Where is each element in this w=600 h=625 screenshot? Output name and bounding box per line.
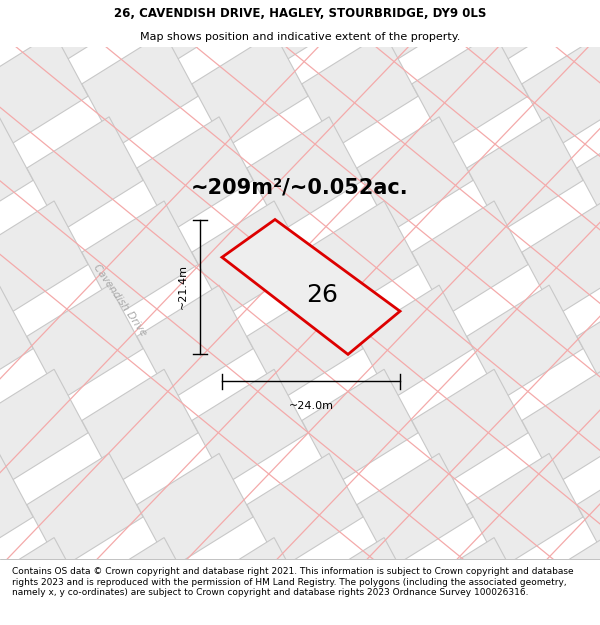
- Text: 26, CAVENDISH DRIVE, HAGLEY, STOURBRIDGE, DY9 0LS: 26, CAVENDISH DRIVE, HAGLEY, STOURBRIDGE…: [114, 7, 486, 19]
- Polygon shape: [0, 32, 88, 148]
- Polygon shape: [577, 117, 600, 232]
- Polygon shape: [27, 285, 143, 400]
- Polygon shape: [137, 117, 253, 232]
- Polygon shape: [577, 453, 600, 568]
- Polygon shape: [467, 285, 583, 400]
- Text: ~24.0m: ~24.0m: [289, 401, 334, 411]
- Text: Map shows position and indicative extent of the property.: Map shows position and indicative extent…: [140, 31, 460, 41]
- Polygon shape: [302, 538, 418, 625]
- Polygon shape: [467, 453, 583, 568]
- Polygon shape: [412, 201, 528, 316]
- Text: ~21.4m: ~21.4m: [178, 264, 188, 309]
- Polygon shape: [247, 622, 363, 625]
- Polygon shape: [27, 453, 143, 568]
- Polygon shape: [222, 219, 400, 354]
- Polygon shape: [247, 117, 363, 232]
- Polygon shape: [0, 369, 88, 484]
- Polygon shape: [27, 117, 143, 232]
- Polygon shape: [82, 201, 198, 316]
- Polygon shape: [467, 0, 583, 63]
- Polygon shape: [27, 0, 143, 63]
- Polygon shape: [0, 117, 33, 232]
- Polygon shape: [467, 622, 583, 625]
- Polygon shape: [577, 285, 600, 400]
- Text: ~209m²/~0.052ac.: ~209m²/~0.052ac.: [191, 177, 409, 197]
- Text: 26: 26: [306, 283, 338, 307]
- Polygon shape: [192, 201, 308, 316]
- Text: Contains OS data © Crown copyright and database right 2021. This information is : Contains OS data © Crown copyright and d…: [12, 568, 574, 597]
- Polygon shape: [192, 538, 308, 625]
- Polygon shape: [357, 0, 473, 63]
- Polygon shape: [82, 538, 198, 625]
- Polygon shape: [357, 117, 473, 232]
- Polygon shape: [357, 285, 473, 400]
- Polygon shape: [192, 32, 308, 148]
- Polygon shape: [0, 201, 88, 316]
- Polygon shape: [82, 369, 198, 484]
- Polygon shape: [467, 117, 583, 232]
- Polygon shape: [412, 32, 528, 148]
- Polygon shape: [0, 538, 88, 625]
- Polygon shape: [302, 32, 418, 148]
- Polygon shape: [302, 369, 418, 484]
- Polygon shape: [0, 285, 33, 400]
- Polygon shape: [82, 32, 198, 148]
- Polygon shape: [192, 369, 308, 484]
- Polygon shape: [137, 285, 253, 400]
- Polygon shape: [0, 622, 33, 625]
- Polygon shape: [27, 622, 143, 625]
- Polygon shape: [522, 538, 600, 625]
- Polygon shape: [522, 201, 600, 316]
- Polygon shape: [137, 622, 253, 625]
- Polygon shape: [577, 0, 600, 63]
- Polygon shape: [0, 453, 33, 568]
- Polygon shape: [302, 201, 418, 316]
- Polygon shape: [357, 622, 473, 625]
- Polygon shape: [137, 0, 253, 63]
- Polygon shape: [357, 453, 473, 568]
- Polygon shape: [412, 538, 528, 625]
- Polygon shape: [412, 369, 528, 484]
- Text: Cavendish Drive: Cavendish Drive: [91, 262, 149, 338]
- Polygon shape: [522, 369, 600, 484]
- Polygon shape: [247, 453, 363, 568]
- Polygon shape: [137, 453, 253, 568]
- Polygon shape: [247, 0, 363, 63]
- Polygon shape: [577, 622, 600, 625]
- Polygon shape: [247, 285, 363, 400]
- Polygon shape: [522, 32, 600, 148]
- Polygon shape: [0, 0, 33, 63]
